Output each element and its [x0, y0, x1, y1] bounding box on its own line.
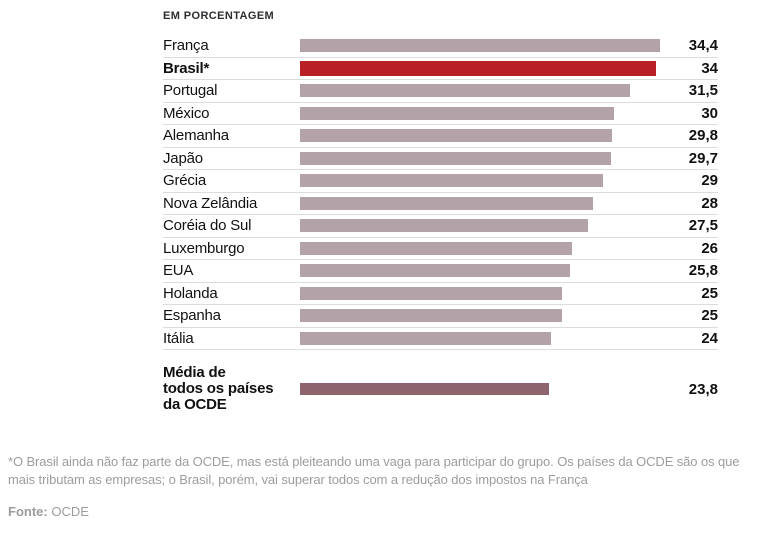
source-line: Fonte: OCDE [8, 504, 748, 519]
bar [300, 106, 614, 120]
bar [300, 39, 660, 53]
row-value: 30 [701, 104, 718, 122]
bar-track [300, 286, 663, 301]
average-row: Média de todos os países da OCDE 23,8 [163, 365, 718, 413]
row-value: 27,5 [688, 217, 718, 235]
chart-row: França 34,4 [163, 35, 718, 58]
row-value: 29 [701, 172, 718, 190]
row-label: Luxemburgo [163, 239, 245, 257]
bar-track [300, 263, 663, 278]
chart-row: Nova Zelândia 28 [163, 193, 718, 215]
bar [300, 331, 552, 345]
bar-track [300, 173, 663, 188]
row-value: 29,8 [688, 127, 718, 145]
chart-row: Japão 29,7 [163, 148, 718, 170]
bar-chart: EM PORCENTAGEM França 34,4 Brasil* 34 Portug… [163, 0, 718, 413]
row-label: Grécia [163, 172, 206, 190]
bar-track [300, 196, 663, 211]
chart-rows: França 34,4 Brasil* 34 Portugal 31,5 México 30 A… [163, 35, 718, 350]
chart-row: Espanha 25 [163, 305, 718, 328]
bar [300, 196, 594, 210]
row-label: Alemanha [163, 127, 229, 145]
bar-track [300, 218, 663, 233]
row-value: 24 [701, 329, 718, 347]
row-label: Nova Zelândia [163, 194, 258, 212]
bar [300, 151, 611, 165]
row-label: Brasil* [163, 59, 210, 77]
chart-row: Brasil* 34 [163, 58, 718, 80]
bar [300, 286, 562, 300]
row-value: 34 [701, 59, 718, 77]
bar [300, 241, 573, 255]
source-label: Fonte: [8, 504, 48, 519]
average-row-label: Média de todos os países da OCDE [163, 364, 274, 413]
row-label: México [163, 104, 210, 122]
chart-units-label: EM PORCENTAGEM [163, 10, 275, 22]
bar-track [300, 106, 663, 121]
bar-track [300, 128, 663, 143]
row-label: Coréia do Sul [163, 217, 252, 235]
bar-track [300, 60, 663, 76]
row-label: Portugal [163, 82, 218, 100]
row-label: Itália [163, 329, 194, 347]
average-bar-track [300, 382, 663, 397]
bar-highlighted [300, 60, 656, 76]
bar-track [300, 308, 663, 323]
row-label: Espanha [163, 307, 221, 325]
bar [300, 84, 630, 98]
row-value: 26 [701, 239, 718, 257]
row-label: Holanda [163, 284, 218, 302]
row-value: 34,4 [688, 37, 718, 55]
chart-row: Holanda 25 [163, 283, 718, 305]
bar-track [300, 331, 663, 346]
bar [300, 264, 570, 278]
row-value: 25,8 [688, 262, 718, 280]
chart-row: Alemanha 29,8 [163, 125, 718, 148]
row-label: Japão [163, 149, 203, 167]
chart-row: Luxemburgo 26 [163, 238, 718, 260]
bar-track [300, 241, 663, 256]
footer: *O Brasil ainda não faz parte da OCDE, m… [8, 453, 748, 519]
row-value: 29,7 [688, 149, 718, 167]
average-bar [300, 383, 550, 395]
bar [300, 129, 612, 143]
chart-row: Grécia 29 [163, 170, 718, 193]
source-value: OCDE [51, 504, 89, 519]
row-value: 31,5 [688, 82, 718, 100]
bar [300, 309, 562, 323]
chart-row: EUA 25,8 [163, 260, 718, 283]
row-value: 25 [701, 307, 718, 325]
row-label: EUA [163, 262, 194, 280]
chart-row: Itália 24 [163, 328, 718, 350]
chart-row: Portugal 31,5 [163, 80, 718, 103]
bar-track [300, 151, 663, 166]
bar [300, 174, 604, 188]
bar-track [300, 83, 663, 98]
row-value: 28 [701, 194, 718, 212]
footnote-text: *O Brasil ainda não faz parte da OCDE, m… [8, 454, 740, 487]
chart-row: México 30 [163, 103, 718, 125]
bar [300, 219, 588, 233]
row-value: 25 [701, 284, 718, 302]
chart-row: Coréia do Sul 27,5 [163, 215, 718, 238]
bar-track [300, 38, 663, 53]
average-row-value: 23,8 [688, 380, 718, 398]
row-label: França [163, 37, 209, 55]
